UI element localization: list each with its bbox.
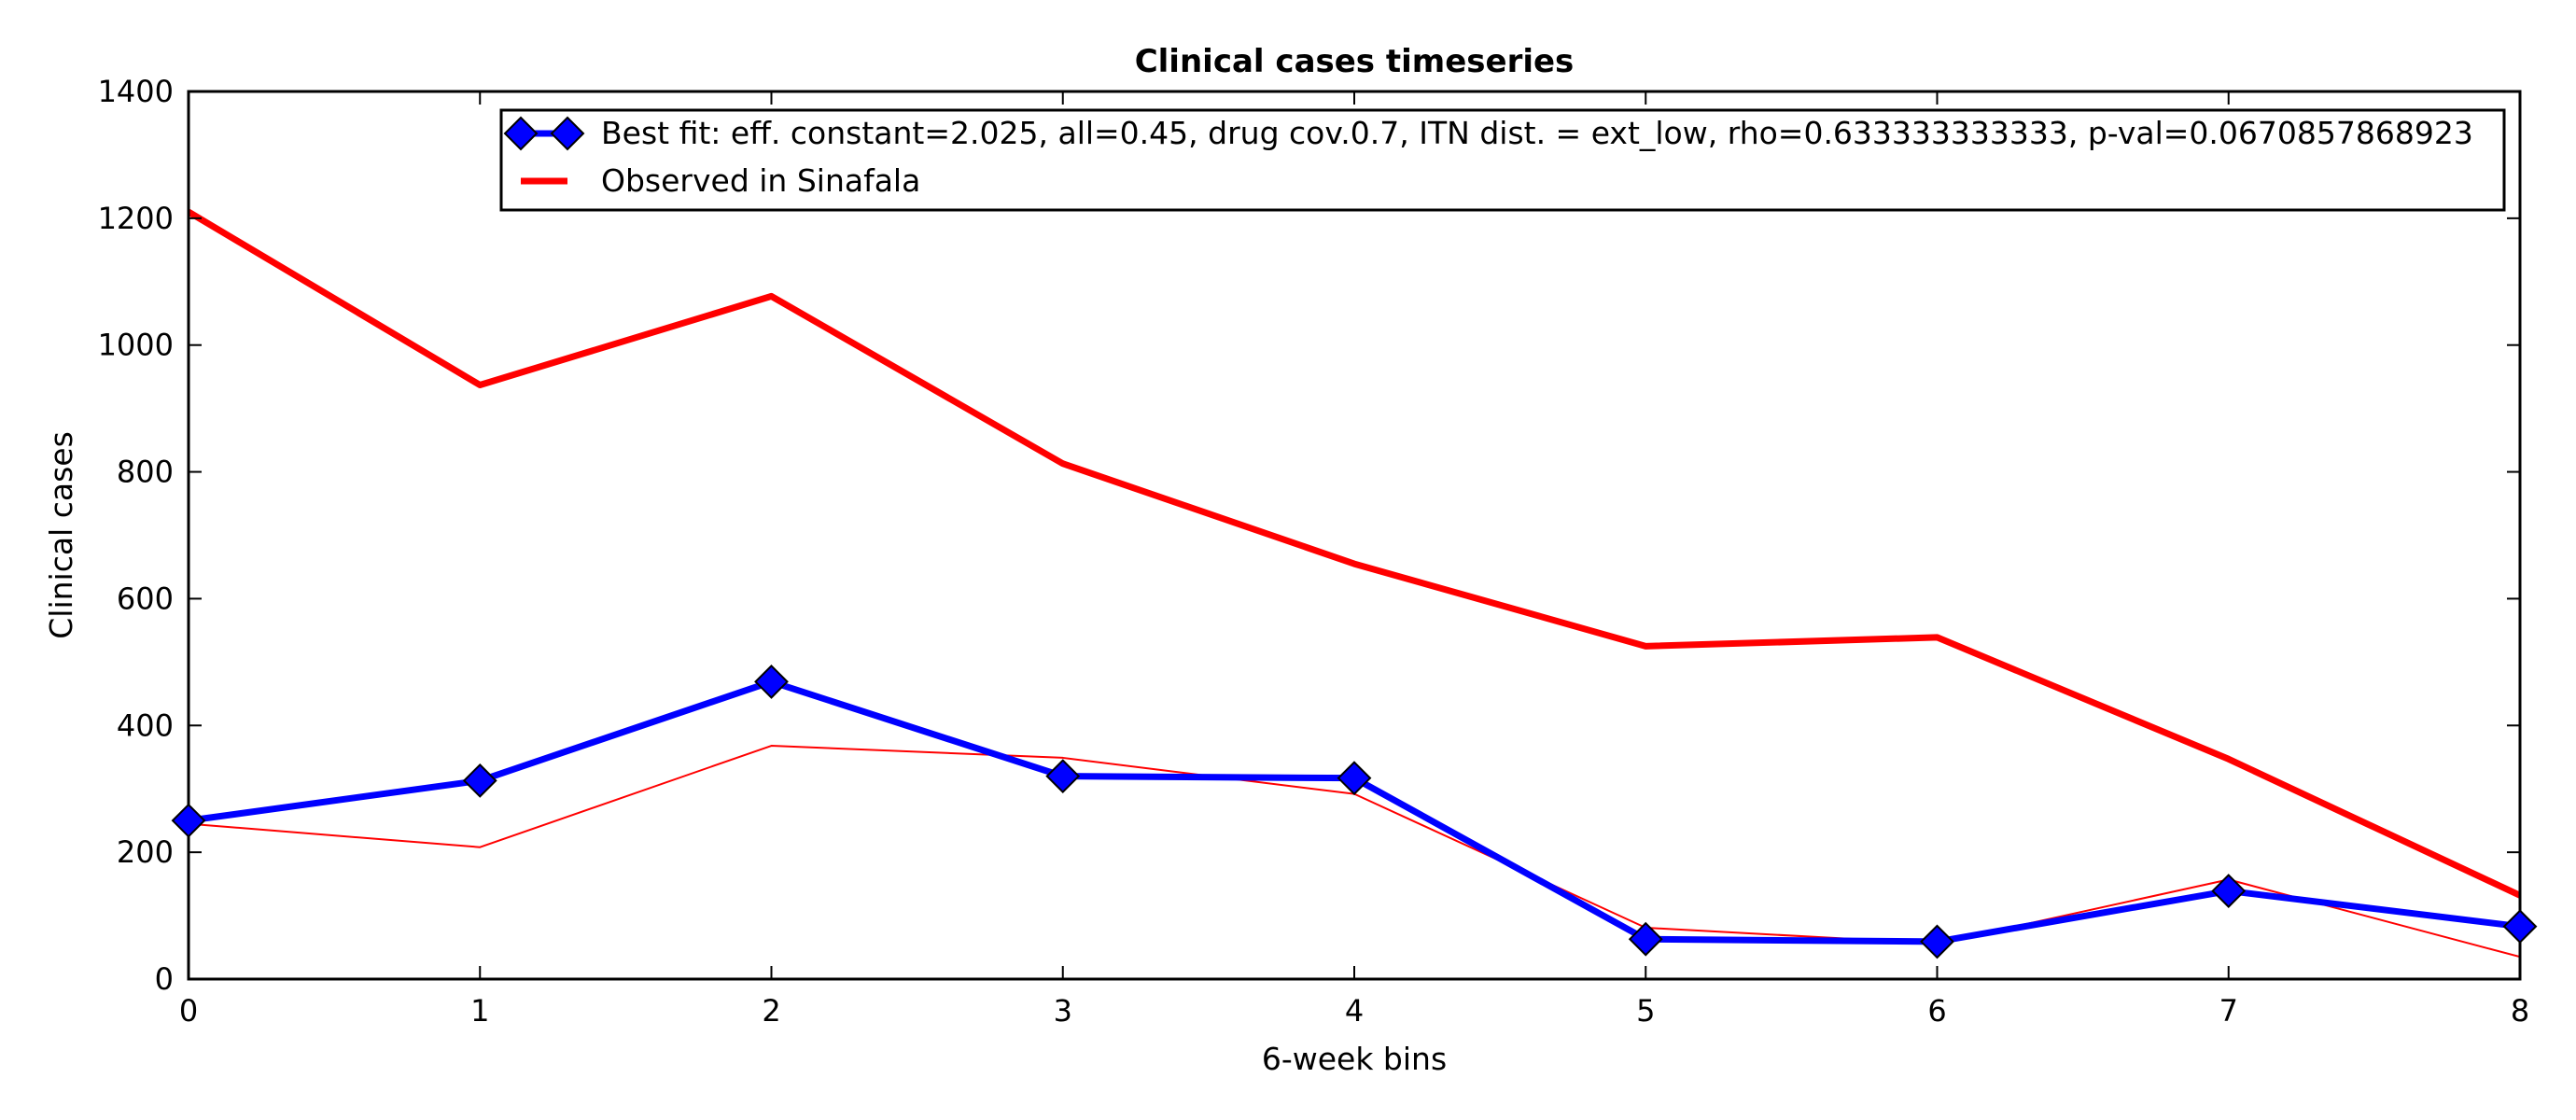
x-axis-title: 6-week bins — [1262, 1041, 1447, 1077]
series-0-point — [2502, 909, 2538, 945]
y-axis-title: Clinical cases — [43, 431, 79, 639]
legend-marker-best-fit — [503, 116, 539, 151]
series-0-point — [1628, 921, 1663, 957]
y-tick-label: 1000 — [98, 328, 174, 363]
x-tick-label: 3 — [1054, 993, 1072, 1029]
plot-frame — [187, 90, 2522, 981]
x-tick-label: 0 — [179, 993, 198, 1029]
x-tick-label: 7 — [2219, 993, 2238, 1029]
series-line-1 — [189, 209, 2520, 899]
y-tick-label: 600 — [117, 581, 174, 616]
x-tick-label: 1 — [470, 993, 489, 1029]
x-tick-label: 6 — [1927, 993, 1946, 1029]
series-0-point — [2211, 874, 2247, 908]
legend: Best fit: eff. constant=2.025, all=0.45,… — [499, 108, 2506, 212]
series-layer — [189, 209, 2520, 959]
chart-title: Clinical cases timeseries — [1135, 43, 1575, 80]
x-tick-label: 5 — [1636, 993, 1655, 1029]
y-tick-label: 200 — [117, 834, 174, 870]
marker-layer — [171, 665, 2538, 959]
series-0-point — [754, 665, 789, 699]
legend-marker-best-fit — [550, 116, 585, 151]
series-0-point — [171, 803, 206, 838]
x-tick-label: 2 — [762, 993, 780, 1029]
y-tick-label: 400 — [117, 707, 174, 743]
legend-box — [499, 108, 2506, 212]
y-tick-label: 0 — [155, 961, 174, 997]
series-0-point — [1045, 759, 1081, 794]
y-tick-label: 800 — [117, 455, 174, 490]
series-0-point — [1920, 924, 1954, 959]
series-0-point — [462, 763, 497, 798]
series-line-0 — [189, 678, 2520, 945]
series-0-point — [1337, 761, 1372, 796]
y-tick-label: 1200 — [98, 201, 174, 236]
legend-label-observed: Observed in Sinafala — [601, 162, 920, 199]
x-tick-label: 4 — [1345, 993, 1364, 1029]
legend-label-best-fit: Best fit: eff. constant=2.025, all=0.45,… — [601, 115, 2473, 151]
y-tick-label: 1400 — [98, 74, 174, 109]
x-tick-label: 8 — [2511, 993, 2529, 1029]
axes-layer: 0 1 2 3 4 5 6 7 8 0 200 400 600 800 1000 1200 1400 — [98, 74, 2530, 1029]
